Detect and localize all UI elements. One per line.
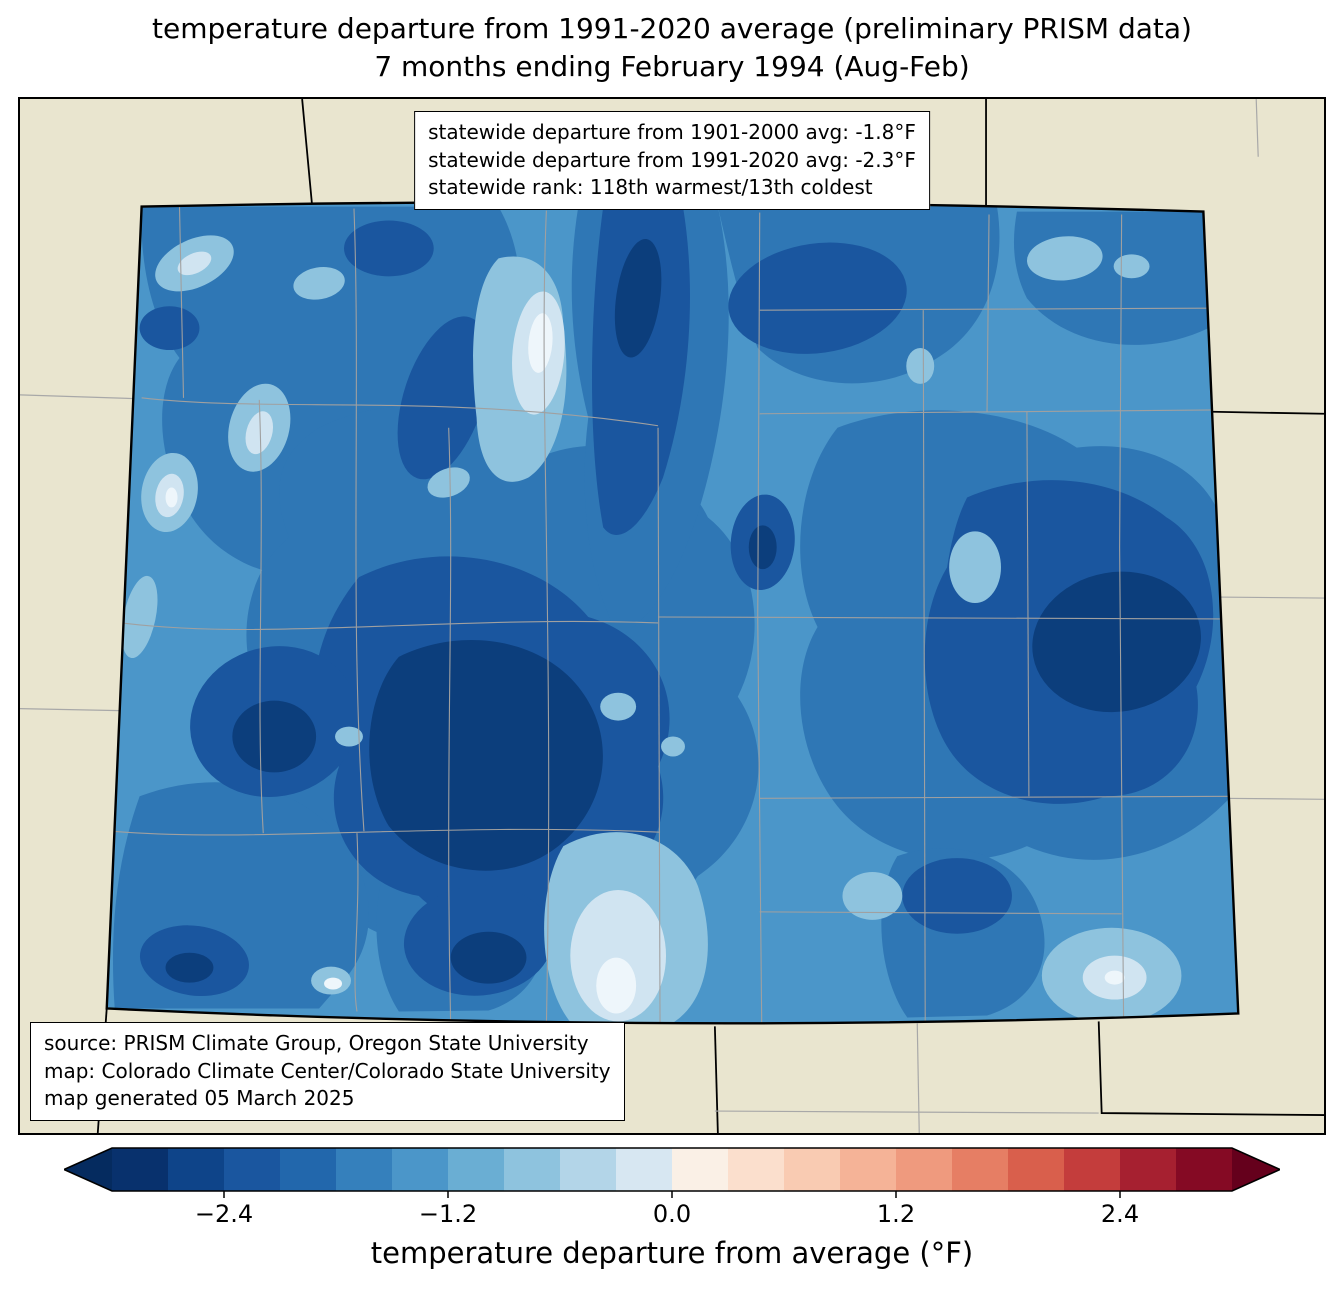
colorbar [62, 1146, 1282, 1200]
stats-line-1: statewide departure from 1901-2000 avg: … [428, 120, 916, 144]
shade-level-4 [165, 238, 1201, 984]
stats-box: statewide departure from 1901-2000 avg: … [414, 111, 930, 210]
colorbar-tick-label: −1.2 [418, 1200, 478, 1228]
figure-title: temperature departure from 1991-2020 ave… [0, 10, 1344, 85]
stats-line-2: statewide departure from 1991-2020 avg: … [428, 147, 916, 172]
title-line-2: 7 months ending February 1994 (Aug-Feb) [374, 49, 970, 83]
colorbar-tick-labels: −2.4 −1.2 0.0 1.2 2.4 [64, 1200, 1280, 1232]
colorbar-tick-label: 0.0 [652, 1200, 692, 1228]
source-box: source: PRISM Climate Group, Oregon Stat… [30, 1022, 625, 1121]
state-fill-layers [106, 202, 1239, 1024]
source-line-1: source: PRISM Climate Group, Oregon Stat… [44, 1031, 589, 1056]
colorbar-svg [62, 1147, 1282, 1198]
colorbar-tick-label: 1.2 [876, 1200, 916, 1228]
colorbar-tick-label: 2.4 [1100, 1200, 1140, 1228]
county-lines [111, 206, 1239, 1024]
title-line-1: temperature departure from 1991-2020 ave… [152, 12, 1192, 45]
colorado-map [20, 99, 1324, 1133]
neighbor-county-lines [20, 99, 1324, 1133]
stats-line-3: statewide rank: 118th warmest/13th colde… [428, 175, 873, 200]
colorbar-label: temperature departure from average (°F) [370, 1236, 974, 1270]
map-frame: statewide departure from 1901-2000 avg: … [18, 97, 1326, 1135]
source-line-2: map: Colorado Climate Center/Colorado St… [44, 1058, 611, 1083]
shade-near-white [165, 313, 1125, 1014]
source-line-3: map generated 05 March 2025 [44, 1086, 355, 1111]
colorbar-tick-label: −2.4 [194, 1200, 254, 1228]
